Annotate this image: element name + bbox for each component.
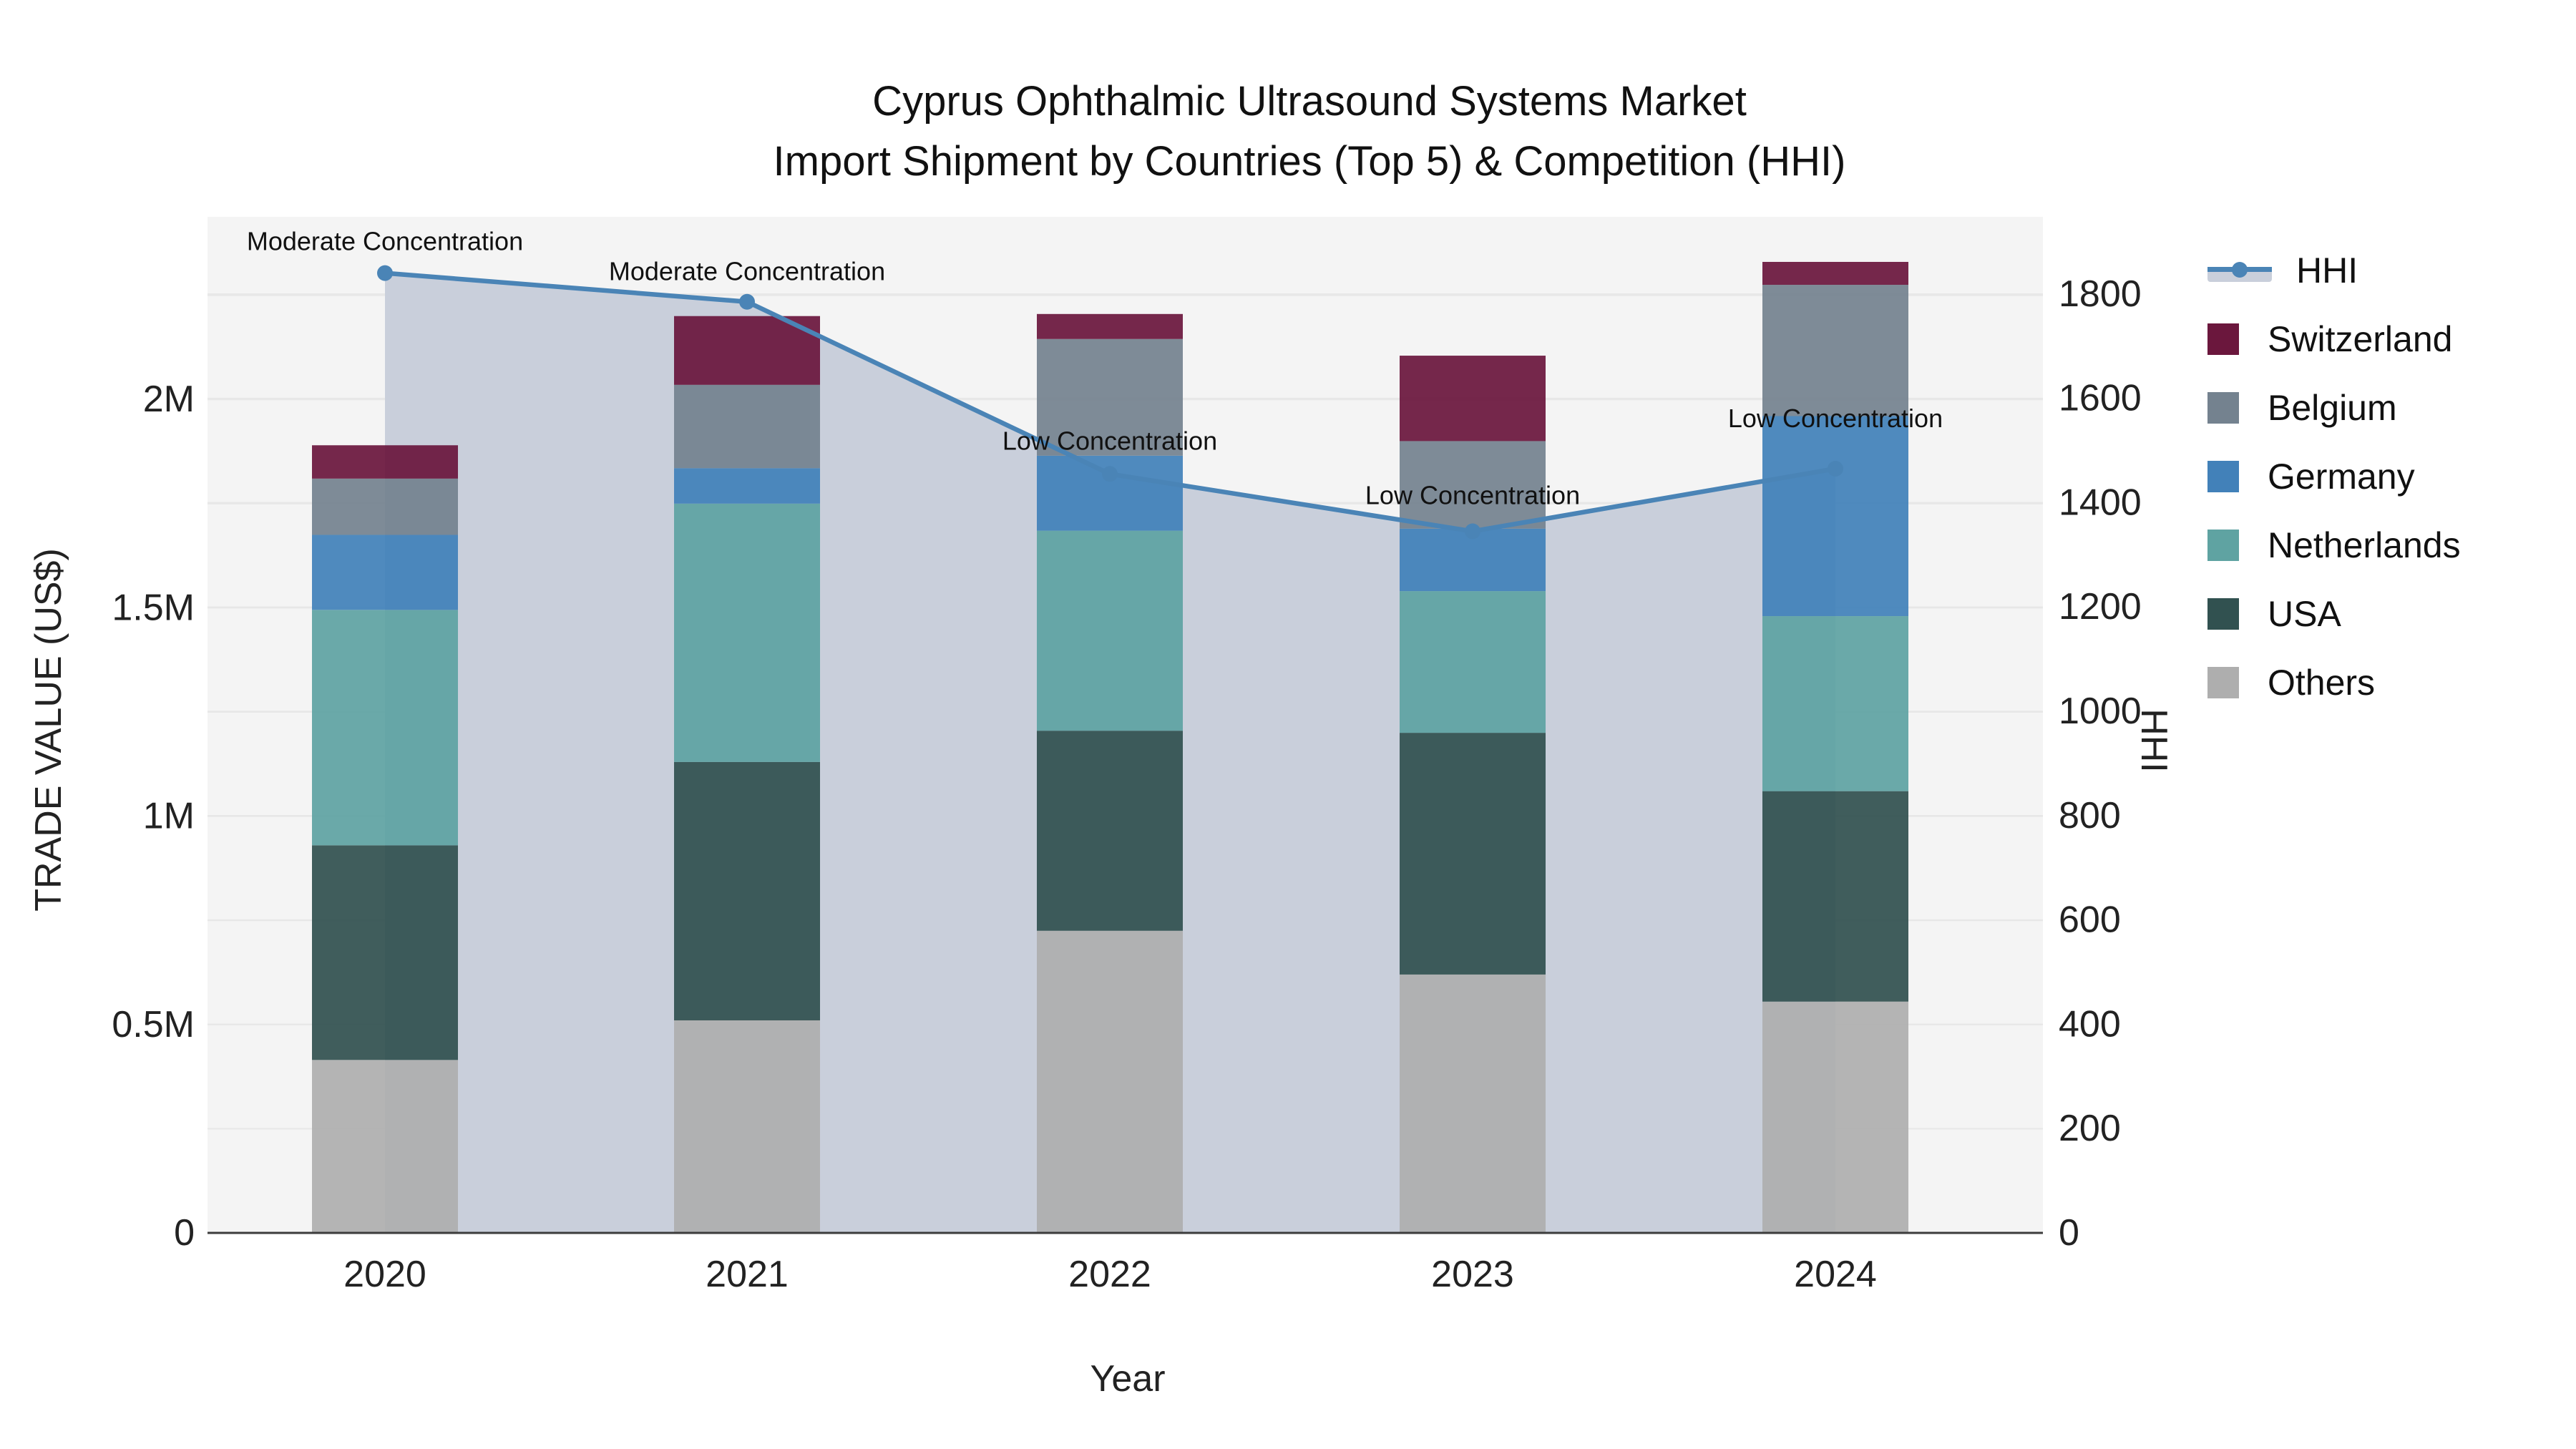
y-tick-right-1600: 1600 bbox=[2059, 378, 2142, 419]
bar-segment-belgium-2020[interactable] bbox=[312, 478, 458, 535]
legend-label-netherlands: Netherlands bbox=[2268, 525, 2461, 565]
chart-title-line2: Import Shipment by Countries (Top 5) & C… bbox=[773, 138, 1846, 185]
y-tick-left-1M: 1M bbox=[143, 796, 195, 837]
bar-segment-netherlands-2020[interactable] bbox=[312, 610, 458, 846]
bar-segment-usa-2023[interactable] bbox=[1400, 733, 1546, 975]
bar-segment-switzerland-2022[interactable] bbox=[1037, 313, 1183, 339]
hhi-marker-2023[interactable] bbox=[1465, 523, 1480, 540]
y-tick-left-2M: 2M bbox=[143, 379, 195, 420]
legend-swatch-belgium bbox=[2207, 392, 2239, 424]
bar-segment-others-2023[interactable] bbox=[1400, 974, 1546, 1233]
y-tick-right-600: 600 bbox=[2059, 899, 2121, 941]
bar-segment-switzerland-2024[interactable] bbox=[1762, 262, 1908, 286]
legend-swatch-switzerland bbox=[2207, 323, 2239, 355]
y-axis-title-left: TRADE VALUE (US$) bbox=[28, 548, 69, 912]
legend-swatch-usa bbox=[2207, 598, 2239, 630]
legend-item-switzerland[interactable]: Switzerland bbox=[2207, 305, 2461, 374]
legend-item-germany[interactable]: Germany bbox=[2207, 442, 2461, 511]
legend-item-netherlands[interactable]: Netherlands bbox=[2207, 511, 2461, 580]
legend-label-usa: USA bbox=[2268, 594, 2341, 634]
bar-segment-switzerland-2023[interactable] bbox=[1400, 356, 1546, 441]
annotation-2024: Low Concentration bbox=[1728, 404, 1943, 433]
legend-item-belgium[interactable]: Belgium bbox=[2207, 374, 2461, 442]
y-axis-title-right: HHI bbox=[2133, 708, 2175, 773]
x-tick-2023[interactable]: 2023 bbox=[1431, 1254, 1514, 1295]
bar-segment-belgium-2023[interactable] bbox=[1400, 441, 1546, 529]
y-tick-right-800: 800 bbox=[2059, 795, 2121, 836]
bar-segment-belgium-2024[interactable] bbox=[1762, 285, 1908, 416]
legend: HHI Switzerland Belgium Germany Netherlands U… bbox=[2207, 236, 2461, 717]
hhi-marker-2020[interactable] bbox=[377, 265, 393, 281]
bar-segment-others-2021[interactable] bbox=[674, 1020, 820, 1233]
legend-label-hhi: HHI bbox=[2296, 250, 2358, 291]
chart-title-line1: Cyprus Ophthalmic Ultrasound Systems Mar… bbox=[872, 78, 1747, 125]
x-tick-2020[interactable]: 2020 bbox=[343, 1254, 426, 1295]
y-tick-right-1400: 1400 bbox=[2059, 482, 2142, 523]
bar-segment-usa-2021[interactable] bbox=[674, 761, 820, 1020]
hhi-marker-2022[interactable] bbox=[1102, 466, 1118, 482]
bar-segment-netherlands-2023[interactable] bbox=[1400, 591, 1546, 733]
hhi-marker-sample bbox=[2232, 262, 2248, 278]
legend-item-hhi[interactable]: HHI bbox=[2207, 236, 2461, 305]
bar-segment-germany-2024[interactable] bbox=[1762, 416, 1908, 617]
bar-segment-germany-2021[interactable] bbox=[674, 468, 820, 504]
legend-swatch-netherlands bbox=[2207, 530, 2239, 561]
hhi-marker-2021[interactable] bbox=[739, 293, 755, 310]
bar-segment-switzerland-2020[interactable] bbox=[312, 445, 458, 479]
x-tick-2024[interactable]: 2024 bbox=[1794, 1254, 1877, 1295]
y-tick-right-0: 0 bbox=[2059, 1212, 2079, 1254]
legend-label-germany: Germany bbox=[2268, 457, 2415, 497]
hhi-line-swatch-icon bbox=[2207, 255, 2272, 286]
bar-segment-usa-2020[interactable] bbox=[312, 845, 458, 1060]
y-tick-right-200: 200 bbox=[2059, 1108, 2121, 1149]
x-tick-2022[interactable]: 2022 bbox=[1068, 1254, 1151, 1295]
legend-swatch-others bbox=[2207, 667, 2239, 698]
bar-segment-germany-2020[interactable] bbox=[312, 535, 458, 610]
bar-segment-belgium-2021[interactable] bbox=[674, 384, 820, 469]
annotation-2021: Moderate Concentration bbox=[609, 257, 885, 286]
x-tick-2021[interactable]: 2021 bbox=[706, 1254, 789, 1295]
chart-title: Cyprus Ophthalmic Ultrasound Systems Mar… bbox=[774, 72, 1846, 192]
legend-label-switzerland: Switzerland bbox=[2268, 319, 2453, 359]
annotation-2023: Low Concentration bbox=[1365, 480, 1580, 509]
legend-item-usa[interactable]: USA bbox=[2207, 580, 2461, 648]
y-tick-right-1200: 1200 bbox=[2059, 586, 2142, 628]
y-tick-right-1800: 1800 bbox=[2059, 273, 2142, 315]
annotation-2022: Low Concentration bbox=[1002, 426, 1217, 455]
y-tick-left-0.5M: 0.5M bbox=[112, 1004, 195, 1045]
hhi-marker-2024[interactable] bbox=[1828, 461, 1843, 477]
bar-segment-others-2024[interactable] bbox=[1762, 1001, 1908, 1233]
y-tick-left-1.5M: 1.5M bbox=[112, 587, 195, 628]
bar-segment-netherlands-2022[interactable] bbox=[1037, 530, 1183, 731]
y-tick-left-0: 0 bbox=[174, 1212, 195, 1254]
bar-segment-switzerland-2021[interactable] bbox=[674, 316, 820, 385]
legend-label-belgium: Belgium bbox=[2268, 388, 2397, 428]
y-tick-right-1000: 1000 bbox=[2059, 691, 2142, 732]
bar-segment-others-2022[interactable] bbox=[1037, 930, 1183, 1233]
bar-segment-others-2020[interactable] bbox=[312, 1060, 458, 1233]
bar-segment-belgium-2022[interactable] bbox=[1037, 338, 1183, 456]
annotation-2020: Moderate Concentration bbox=[247, 227, 523, 256]
bar-segment-netherlands-2021[interactable] bbox=[674, 503, 820, 762]
bar-segment-usa-2024[interactable] bbox=[1762, 791, 1908, 1002]
y-tick-right-400: 400 bbox=[2059, 1003, 2121, 1045]
legend-label-others: Others bbox=[2268, 663, 2376, 703]
x-axis-title: Year bbox=[1090, 1358, 1166, 1400]
legend-swatch-germany bbox=[2207, 461, 2239, 492]
bar-segment-usa-2022[interactable] bbox=[1037, 731, 1183, 931]
bar-segment-netherlands-2024[interactable] bbox=[1762, 616, 1908, 791]
legend-item-others[interactable]: Others bbox=[2207, 648, 2461, 717]
